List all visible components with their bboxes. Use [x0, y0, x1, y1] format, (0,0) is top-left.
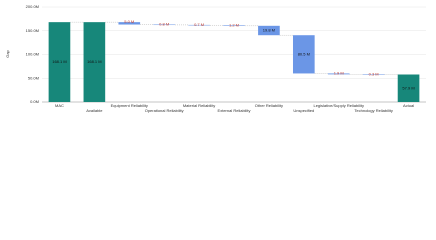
x-tick-label: Available	[86, 108, 103, 113]
x-tick-label: MAC	[55, 103, 64, 108]
value-label: 168.1 M	[52, 59, 66, 64]
value-label: 0.7 M	[194, 22, 204, 27]
y-tick-label: 50.0M	[28, 75, 39, 80]
bar	[258, 25, 280, 36]
y-tick-label: 0.0M	[30, 99, 39, 104]
y-axis-label: Gap	[5, 49, 10, 57]
value-label: 80.5 M	[298, 51, 310, 56]
bar	[362, 74, 385, 75]
bar	[188, 24, 210, 26]
bar	[83, 22, 106, 103]
value-label: 0.8 M	[159, 22, 169, 27]
chart: Gap 0.0M 50.0M 100.0M 150.0M 200.0M 168.1 M MA…	[5, 4, 426, 113]
value-label: 57.9 M	[402, 85, 414, 90]
value-label: 1.9 M	[334, 71, 344, 76]
bar	[223, 25, 245, 26]
value-label: 5.0 M	[124, 19, 134, 24]
x-tick-label: Equipment Reliability	[111, 103, 148, 108]
value-label: 19.8 M	[263, 28, 275, 33]
y-tick-label: 200.0M	[26, 4, 39, 9]
bar	[397, 74, 420, 102]
x-tick-label: Material Reliability	[183, 103, 215, 108]
value-label: 0.3 M	[369, 71, 379, 76]
value-label: 1.2 M	[229, 22, 239, 27]
x-tick-label: External Reliability	[218, 108, 251, 113]
y-tick-label: 150.0M	[26, 28, 39, 33]
x-tick-label: Technology Reliability	[354, 108, 392, 113]
x-tick-label: Operational Reliability	[145, 108, 184, 113]
x-tick-label: Unspecified	[293, 108, 314, 113]
bar	[153, 24, 176, 26]
y-tick-label: 100.0M	[26, 52, 39, 57]
x-tick-label: Legislative/Supply Reliability	[313, 103, 363, 108]
bar	[48, 22, 71, 103]
value-label: 168.1 M	[87, 59, 101, 64]
bar	[327, 73, 350, 75]
x-tick-label: Actual	[403, 103, 414, 108]
bar	[118, 22, 141, 25]
bar	[292, 35, 315, 74]
x-tick-label: Other Reliability	[255, 103, 283, 108]
